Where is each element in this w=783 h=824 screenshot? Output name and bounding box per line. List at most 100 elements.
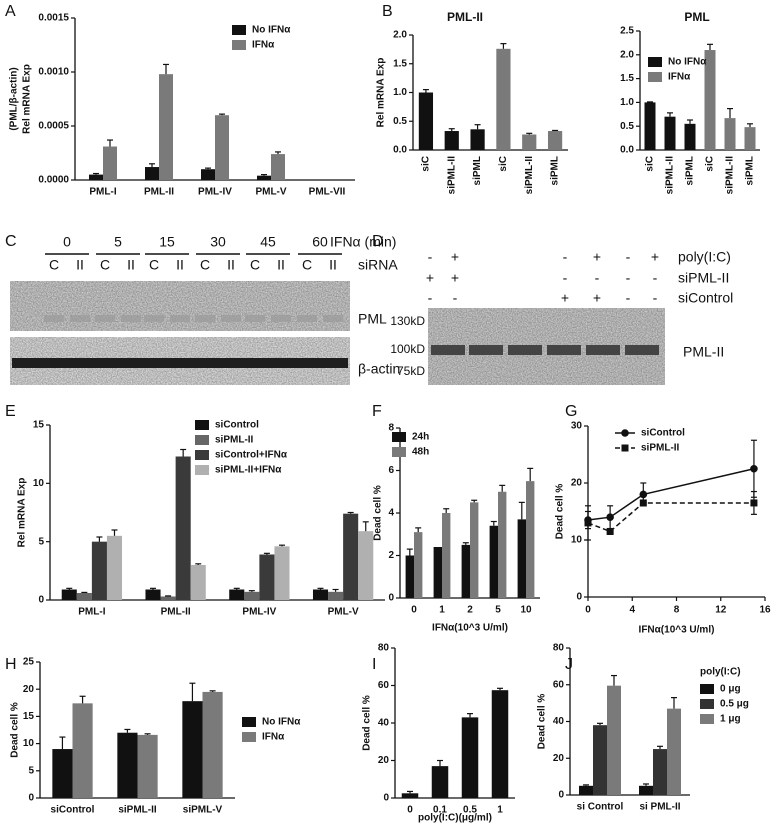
y-tick-label: 8: [388, 423, 394, 434]
blot-band: [297, 315, 317, 322]
bar: [106, 535, 123, 600]
legend-label: IFNα: [252, 40, 275, 51]
bar: [664, 116, 676, 150]
x-axis-label: IFNα(10^3 U/ml): [639, 625, 715, 636]
bar: [159, 74, 173, 180]
y-tick-label: 20: [553, 753, 565, 764]
size-marker: 130kD: [390, 314, 425, 328]
bar: [593, 725, 607, 795]
legend-swatch: [700, 699, 714, 709]
panel-letter: J: [565, 656, 573, 673]
y-tick-label: 60: [553, 679, 565, 690]
bar: [644, 102, 656, 150]
blot-band: [508, 345, 542, 355]
bar: [117, 732, 138, 798]
bar: [442, 513, 451, 598]
y-tick-label: 1.0: [620, 97, 634, 108]
legend-label: No IFNα: [262, 717, 301, 728]
lane-label: C: [49, 257, 59, 273]
condition-sign: -: [626, 290, 631, 306]
blot-band: [323, 315, 343, 322]
x-tick-label: 0: [585, 605, 591, 616]
y-tick-label: 6: [388, 465, 394, 476]
x-tick-label: 2: [467, 605, 473, 616]
y-tick-label: 20: [378, 755, 390, 766]
legend-title: poly(I:C): [700, 667, 741, 678]
timepoint: 60: [312, 234, 328, 250]
condition-sign: +: [593, 249, 601, 265]
x-tick-label: 1: [439, 605, 445, 616]
legend-label: siControl: [641, 428, 685, 439]
y-axis-label: Dead cell %: [362, 695, 373, 751]
bar: [72, 703, 93, 798]
condition-sign: -: [428, 249, 433, 265]
bar: [418, 92, 434, 150]
legend-swatch: [392, 432, 406, 442]
y-tick-label: 0.0015: [38, 13, 69, 24]
marker: [621, 444, 629, 452]
timepoint: 15: [159, 234, 175, 250]
blot-band: [625, 345, 659, 355]
x-tick-label: PML-V: [328, 607, 359, 618]
x-tick-label: siPML-II: [665, 156, 676, 195]
legend-swatch: [392, 447, 406, 457]
bar: [257, 175, 271, 180]
x-tick-label: siPML-II: [118, 805, 157, 816]
y-tick-label: 2.0: [393, 30, 407, 41]
x-tick-label: 8: [674, 605, 680, 616]
x-tick-label: siPML-II: [725, 156, 736, 195]
legend-label: 0.5 μg: [720, 699, 749, 710]
legend-label: 0 μg: [720, 684, 741, 695]
y-tick-label: 0: [28, 793, 34, 804]
treatment-label: IFNα (min): [330, 234, 396, 250]
bar: [433, 547, 442, 598]
legend-swatch: [242, 717, 256, 727]
condition-sign: -: [595, 270, 600, 286]
y-axis-label: Rel mRNA Exp: [376, 58, 387, 128]
bar: [489, 525, 498, 598]
legend-swatch: [648, 72, 662, 82]
y-tick-label: 80: [378, 643, 390, 654]
marker: [606, 527, 614, 535]
x-tick-label: 0.1: [433, 805, 447, 816]
legend-swatch: [648, 57, 662, 67]
marker: [639, 490, 648, 499]
bar: [704, 50, 716, 150]
panel-letter: G: [565, 403, 577, 420]
condition-sign: -: [563, 249, 568, 265]
legend-label: siPML-II: [215, 435, 254, 446]
x-tick-label: siPML-II: [446, 156, 457, 195]
condition-sign: -: [653, 290, 658, 306]
y-axis-label: Dead cell %: [537, 694, 548, 750]
blot-band: [44, 315, 64, 322]
y-tick-label: 0.0010: [38, 67, 69, 78]
condition-label: poly(I:C): [678, 249, 731, 265]
x-tick-label: siPML: [745, 156, 756, 185]
x-tick-label: 5: [495, 605, 501, 616]
lane-row-label: siRNA: [358, 257, 398, 273]
bar: [547, 131, 563, 150]
x-tick-label: PML-VII: [309, 187, 346, 198]
y-tick-label: 0.0000: [38, 175, 69, 186]
x-axis-label: IFNα(10^3 U/ml): [432, 623, 508, 634]
y-tick-label: 20: [571, 478, 583, 489]
band-label: β-actin: [358, 361, 400, 377]
x-tick-label: siPML-II: [524, 156, 535, 195]
panel-letter: E: [5, 403, 16, 420]
y-tick-label: 10: [33, 478, 45, 489]
legend-label: siPML-II: [641, 443, 680, 454]
chart-title: PML: [684, 10, 709, 24]
bar: [190, 565, 206, 600]
bar: [271, 154, 285, 180]
bar: [414, 532, 423, 598]
band-label: PML: [358, 311, 387, 327]
bar: [76, 593, 92, 600]
blot-band: [431, 345, 465, 355]
panel-letter: F: [372, 403, 382, 420]
legend-swatch: [195, 435, 209, 445]
y-tick-label: 0.5: [393, 116, 407, 127]
bar: [431, 766, 449, 798]
bar: [491, 690, 509, 798]
size-marker: 75kD: [397, 364, 425, 378]
legend-swatch: [195, 450, 209, 460]
